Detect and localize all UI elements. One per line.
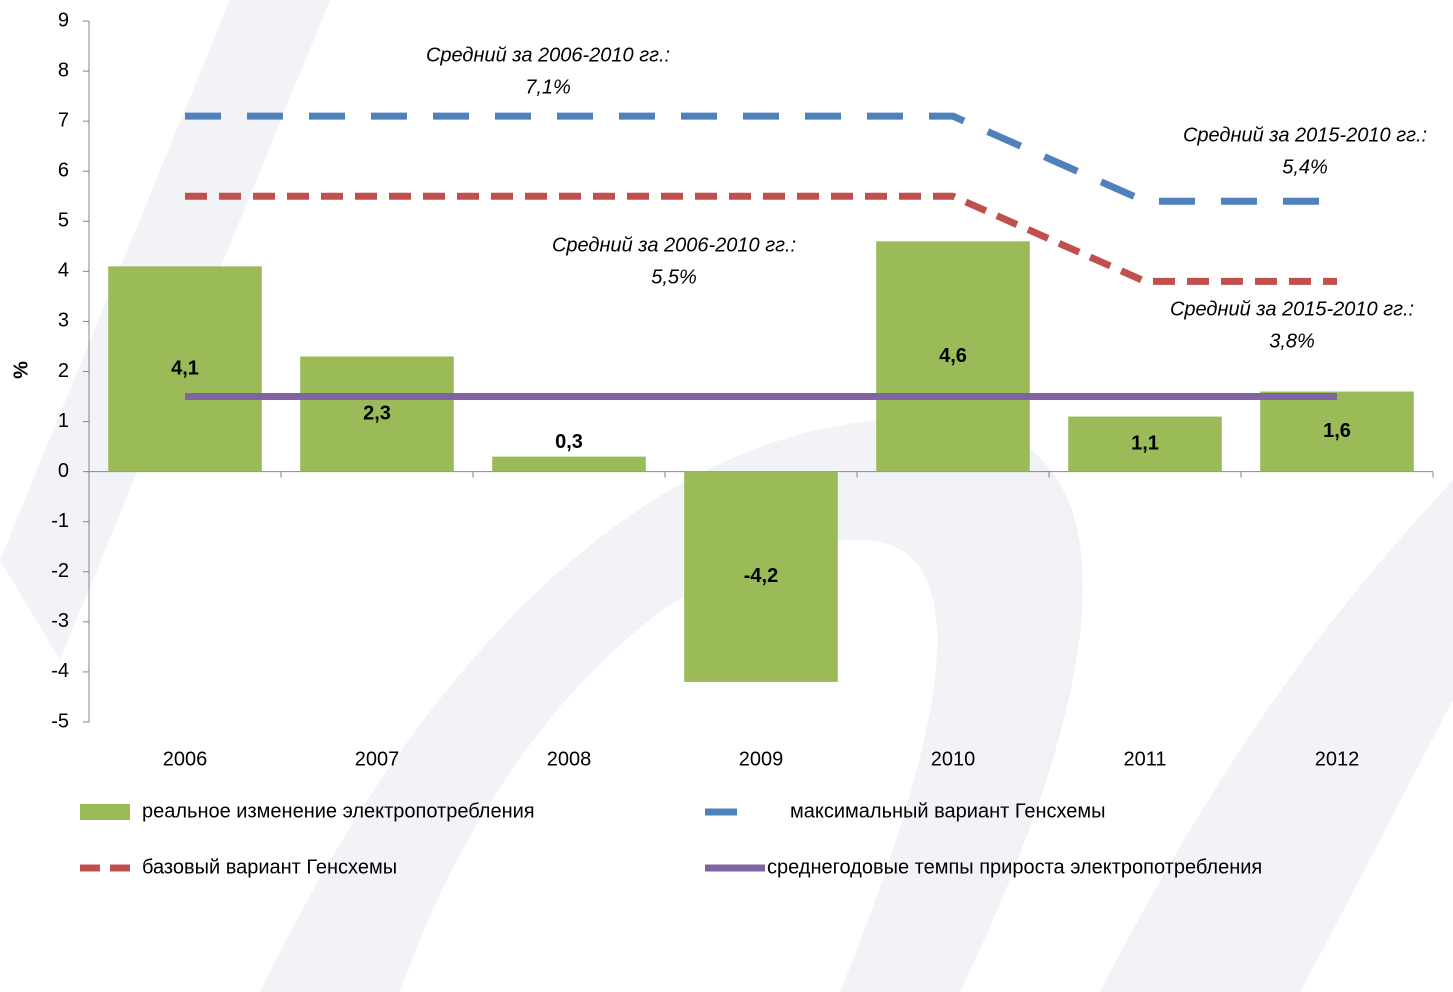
data-label: -4,2: [744, 565, 778, 587]
annotation: Средний за 2006-2010 гг.:: [426, 44, 670, 66]
annotation: Средний за 2015-2010 гг.:: [1170, 298, 1414, 320]
annotation: 5,5%: [651, 266, 697, 288]
data-label: 2,3: [363, 402, 391, 424]
y-tick-label: -5: [51, 710, 69, 732]
bar: [300, 356, 454, 472]
y-tick-label: 3: [58, 310, 69, 332]
data-label: 0,3: [555, 431, 583, 453]
bar: [492, 456, 646, 472]
y-tick-label: 9: [58, 9, 69, 31]
bar: [684, 471, 838, 682]
y-tick-label: 0: [58, 460, 69, 482]
legend-label: максимальный вариант Генсхемы: [790, 800, 1106, 822]
bar: [876, 241, 1030, 472]
y-tick-label: -2: [51, 560, 69, 582]
line-series: [185, 112, 1337, 205]
y-tick-label: -3: [51, 610, 69, 632]
x-tick-label: 2008: [547, 748, 592, 770]
y-tick-label: -1: [51, 510, 69, 532]
annotation: Средний за 2006-2010 гг.:: [552, 234, 796, 256]
y-tick-label: 1: [58, 410, 69, 432]
bar: [1068, 416, 1222, 472]
annotation: 5,4%: [1282, 156, 1328, 178]
x-tick-label: 2007: [355, 748, 400, 770]
annotation: 7,1%: [525, 76, 571, 98]
y-tick-label: 5: [58, 210, 69, 232]
data-label: 1,6: [1323, 420, 1351, 442]
legend-label: среднегодовые темпы прироста электропотр…: [767, 856, 1262, 878]
data-label: 4,6: [939, 345, 967, 367]
x-tick-label: 2012: [1315, 748, 1360, 770]
y-tick-label: -4: [51, 660, 69, 682]
data-label: 1,1: [1131, 432, 1159, 454]
bar: [1260, 391, 1414, 472]
annotation: 3,8%: [1269, 330, 1315, 352]
y-tick-label: 6: [58, 159, 69, 181]
annotation: Средний за 2015-2010 гг.:: [1183, 124, 1427, 146]
x-tick-label: 2010: [931, 748, 976, 770]
legend-label: базовый вариант Генсхемы: [142, 856, 397, 878]
y-tick-label: 2: [58, 360, 69, 382]
bar: [108, 266, 262, 472]
line-series: [185, 192, 1337, 285]
x-tick-label: 2011: [1123, 748, 1166, 770]
y-tick-label: 7: [58, 109, 69, 131]
y-tick-label: 4: [58, 260, 69, 282]
legend-label: реальное изменение электропотребления: [142, 800, 535, 822]
x-tick-label: 2009: [739, 748, 784, 770]
legend-swatch: [80, 804, 130, 820]
y-axis-label: %: [10, 361, 32, 379]
x-tick-label: 2006: [163, 748, 208, 770]
data-label: 4,1: [171, 357, 199, 379]
y-tick-label: 8: [58, 59, 69, 81]
